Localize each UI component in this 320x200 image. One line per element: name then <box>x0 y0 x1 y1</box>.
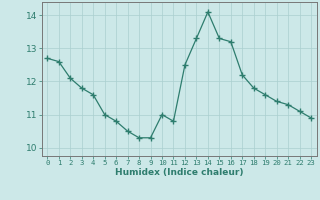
X-axis label: Humidex (Indice chaleur): Humidex (Indice chaleur) <box>115 168 244 177</box>
